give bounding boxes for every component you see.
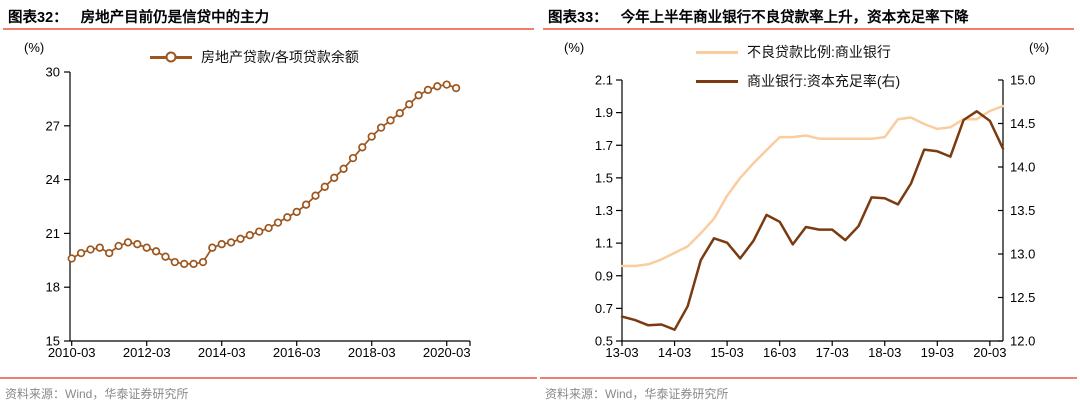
figure-32-panel: 图表32： 房地产目前仍是信贷中的主力 (%) 房地产贷款/各项贷款余额 15 18… — [0, 6, 537, 401]
svg-text:14.5: 14.5 — [1010, 116, 1035, 131]
legend-label: 不良贷款比例:商业银行 — [747, 44, 891, 60]
svg-text:30: 30 — [46, 65, 60, 80]
figure-33-panel: 图表33： 今年上半年商业银行不良贷款率上升，资本充足率下降 (%) (%) 不良… — [540, 0, 1080, 410]
svg-text:14-03: 14-03 — [658, 345, 691, 360]
svg-text:14.0: 14.0 — [1010, 160, 1035, 175]
svg-text:15-03: 15-03 — [710, 345, 743, 360]
svg-text:1.9: 1.9 — [595, 105, 613, 120]
source-note: 资料来源：Wind，华泰证券研究所 — [545, 387, 729, 401]
svg-text:18: 18 — [46, 280, 60, 295]
svg-text:12.5: 12.5 — [1010, 290, 1035, 305]
title-underline — [543, 28, 1074, 30]
series-2 — [620, 110, 1005, 331]
series-1 — [620, 104, 1005, 268]
svg-text:2016-03: 2016-03 — [273, 345, 321, 360]
svg-text:21: 21 — [46, 226, 60, 241]
svg-text:20-03: 20-03 — [973, 345, 1006, 360]
svg-text:15: 15 — [46, 334, 60, 349]
tick-labels: 0.5 0.7 0.9 1.1 1.3 1.5 1.7 1.9 2.1 12.0 12.5 13.0 1… — [595, 73, 1035, 361]
svg-text:1.7: 1.7 — [595, 138, 613, 153]
figure-33-title: 图表33： 今年上半年商业银行不良贷款率上升，资本充足率下降 — [548, 6, 969, 27]
legend-label: 商业银行:资本充足率(右) — [747, 73, 901, 89]
source-note: 资料来源：Wind，华泰证券研究所 — [5, 387, 189, 401]
legend-open-circle — [165, 51, 177, 63]
figure-32-chart: 15 18 21 24 27 30 2010-03 2012-03 2014-03 2016-03… — [46, 65, 471, 361]
legend-item-car: 商业银行:资本充足率(右) — [696, 71, 900, 91]
tick-labels: 15 18 21 24 27 30 2010-03 2012-03 2014-03 2016-03… — [46, 65, 471, 361]
axes — [64, 71, 471, 346]
svg-text:24: 24 — [46, 172, 60, 187]
svg-text:13.5: 13.5 — [1010, 203, 1035, 218]
figure-33-title-text: 今年上半年商业银行不良贷款率上升，资本充足率下降 — [620, 10, 969, 26]
svg-text:1.3: 1.3 — [595, 203, 613, 218]
svg-text:12.0: 12.0 — [1010, 334, 1035, 349]
svg-text:16-03: 16-03 — [763, 345, 796, 360]
svg-text:18-03: 18-03 — [868, 345, 901, 360]
series-1 — [67, 80, 461, 269]
svg-text:2012-03: 2012-03 — [123, 345, 171, 360]
legend-figure-33: 不良贷款比例:商业银行 商业银行:资本充足率(右) — [696, 42, 900, 91]
svg-text:0.5: 0.5 — [595, 334, 613, 349]
svg-text:19-03: 19-03 — [921, 345, 954, 360]
legend-figure-32: 房地产贷款/各项贷款余额 — [150, 47, 359, 67]
axes — [616, 79, 1004, 346]
legend-item-npl: 不良贷款比例:商业银行 — [696, 42, 891, 62]
figure-33-chart: 0.5 0.7 0.9 1.1 1.3 1.5 1.7 1.9 2.1 12.0 12.5 13.0 1… — [595, 73, 1035, 361]
svg-text:2010-03: 2010-03 — [48, 345, 96, 360]
figure-32-title-text: 房地产目前仍是信贷中的主力 — [80, 10, 270, 26]
svg-text:13.0: 13.0 — [1010, 247, 1035, 262]
legend-label: 房地产贷款/各项贷款余额 — [201, 49, 359, 65]
footer-rule — [540, 377, 1077, 379]
svg-text:2.1: 2.1 — [595, 73, 613, 88]
y-axis-unit-right: (%) — [1029, 40, 1050, 55]
figure-33-number: 图表33： — [548, 10, 608, 26]
legend-item: 房地产贷款/各项贷款余额 — [150, 47, 359, 67]
legend-line-circle-marker — [150, 51, 192, 63]
title-underline — [3, 28, 534, 30]
svg-text:13-03: 13-03 — [605, 345, 638, 360]
svg-text:0.9: 0.9 — [595, 268, 613, 283]
legend-line-dark — [696, 79, 738, 83]
svg-text:17-03: 17-03 — [816, 345, 849, 360]
svg-text:2014-03: 2014-03 — [198, 345, 246, 360]
figure-32-title: 图表32： 房地产目前仍是信贷中的主力 — [8, 6, 269, 27]
figure-32-number: 图表32： — [8, 10, 68, 26]
svg-text:1.1: 1.1 — [595, 236, 613, 251]
svg-text:0.7: 0.7 — [595, 301, 613, 316]
svg-text:15.0: 15.0 — [1010, 73, 1035, 88]
y-axis-unit-left: (%) — [564, 40, 585, 55]
footer-rule — [0, 377, 537, 379]
svg-text:27: 27 — [46, 118, 60, 133]
svg-text:1.5: 1.5 — [595, 170, 613, 185]
svg-text:2018-03: 2018-03 — [348, 345, 396, 360]
svg-text:2020-03: 2020-03 — [423, 345, 471, 360]
legend-line-light — [696, 50, 738, 54]
y-axis-unit-left: (%) — [24, 40, 45, 55]
